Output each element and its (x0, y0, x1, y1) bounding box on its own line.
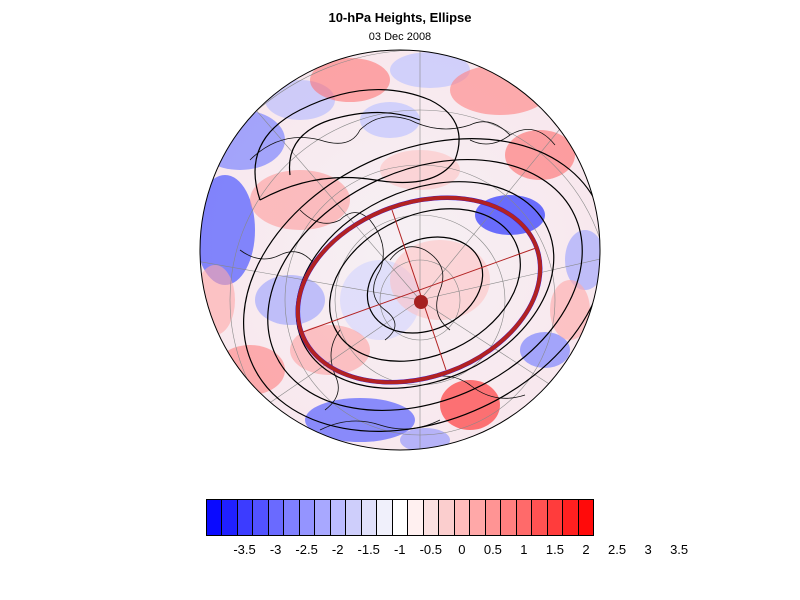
colorbar-swatch (439, 500, 455, 535)
colorbar-label: 0.5 (483, 542, 502, 557)
colorbar-swatch (377, 500, 393, 535)
colorbar-swatch (501, 500, 517, 535)
colorbar-label: -3 (269, 542, 282, 557)
colorbar-label: 0 (458, 542, 466, 557)
colorbar-label: 1.5 (545, 542, 564, 557)
colorbar-swatch (284, 500, 300, 535)
colorbar-swatch (485, 500, 502, 535)
colorbar-label: -1 (393, 542, 406, 557)
colorbar-swatch (547, 500, 564, 535)
fitted-ellipse (295, 195, 543, 385)
ellipse-center-dot (414, 295, 428, 309)
colorbar-label: 2 (582, 542, 590, 557)
colorbar-label: 3.5 (670, 542, 689, 557)
colorbar-swatch (408, 500, 424, 535)
colorbar-swatch (454, 500, 471, 535)
colorbar-label: 1 (520, 542, 528, 557)
map-date: 03 Dec 2008 (368, 31, 432, 43)
colorbar-swatch (315, 500, 331, 535)
map-title: 10-hPa Heights, Ellipse (328, 10, 472, 25)
colorbar-swatch (268, 500, 285, 535)
colorbar-label: -1.5 (357, 542, 380, 557)
colorbar-swatches (206, 499, 594, 536)
colorbar-label: -0.5 (419, 542, 442, 557)
colorbar-swatch (346, 500, 362, 535)
colorbar-swatch (392, 500, 409, 535)
height-contours (242, 88, 600, 432)
colorbar-swatch (253, 500, 269, 535)
colorbar-swatch (207, 500, 223, 535)
colorbar-label: 2.5 (607, 542, 627, 557)
colorbar (206, 499, 594, 536)
colorbar-swatch (470, 500, 486, 535)
colorbar-swatch (361, 500, 378, 535)
colorbar-label: -2 (331, 542, 344, 557)
colorbar-swatch (423, 500, 440, 535)
map-border (199, 49, 601, 451)
colorbar-swatch (222, 500, 238, 535)
colorbar-swatch (330, 500, 347, 535)
colorbar-swatch (516, 500, 533, 535)
colorbar-swatch (237, 500, 254, 535)
colorbar-label: 3 (644, 542, 652, 557)
colorbar-swatch (532, 500, 548, 535)
colorbar-labels: -3.5 -3 -2.5 -2 -1.5 -1 -0.5 0 0.5 1 1.5 2 2.5 3 3.5 (206, 542, 688, 562)
colorbar-swatch (578, 500, 594, 535)
colorbar-swatch (299, 500, 316, 535)
colorbar-label: -3.5 (233, 542, 256, 557)
colorbar-label: -2.5 (295, 542, 318, 557)
colorbar-swatch (563, 500, 579, 535)
